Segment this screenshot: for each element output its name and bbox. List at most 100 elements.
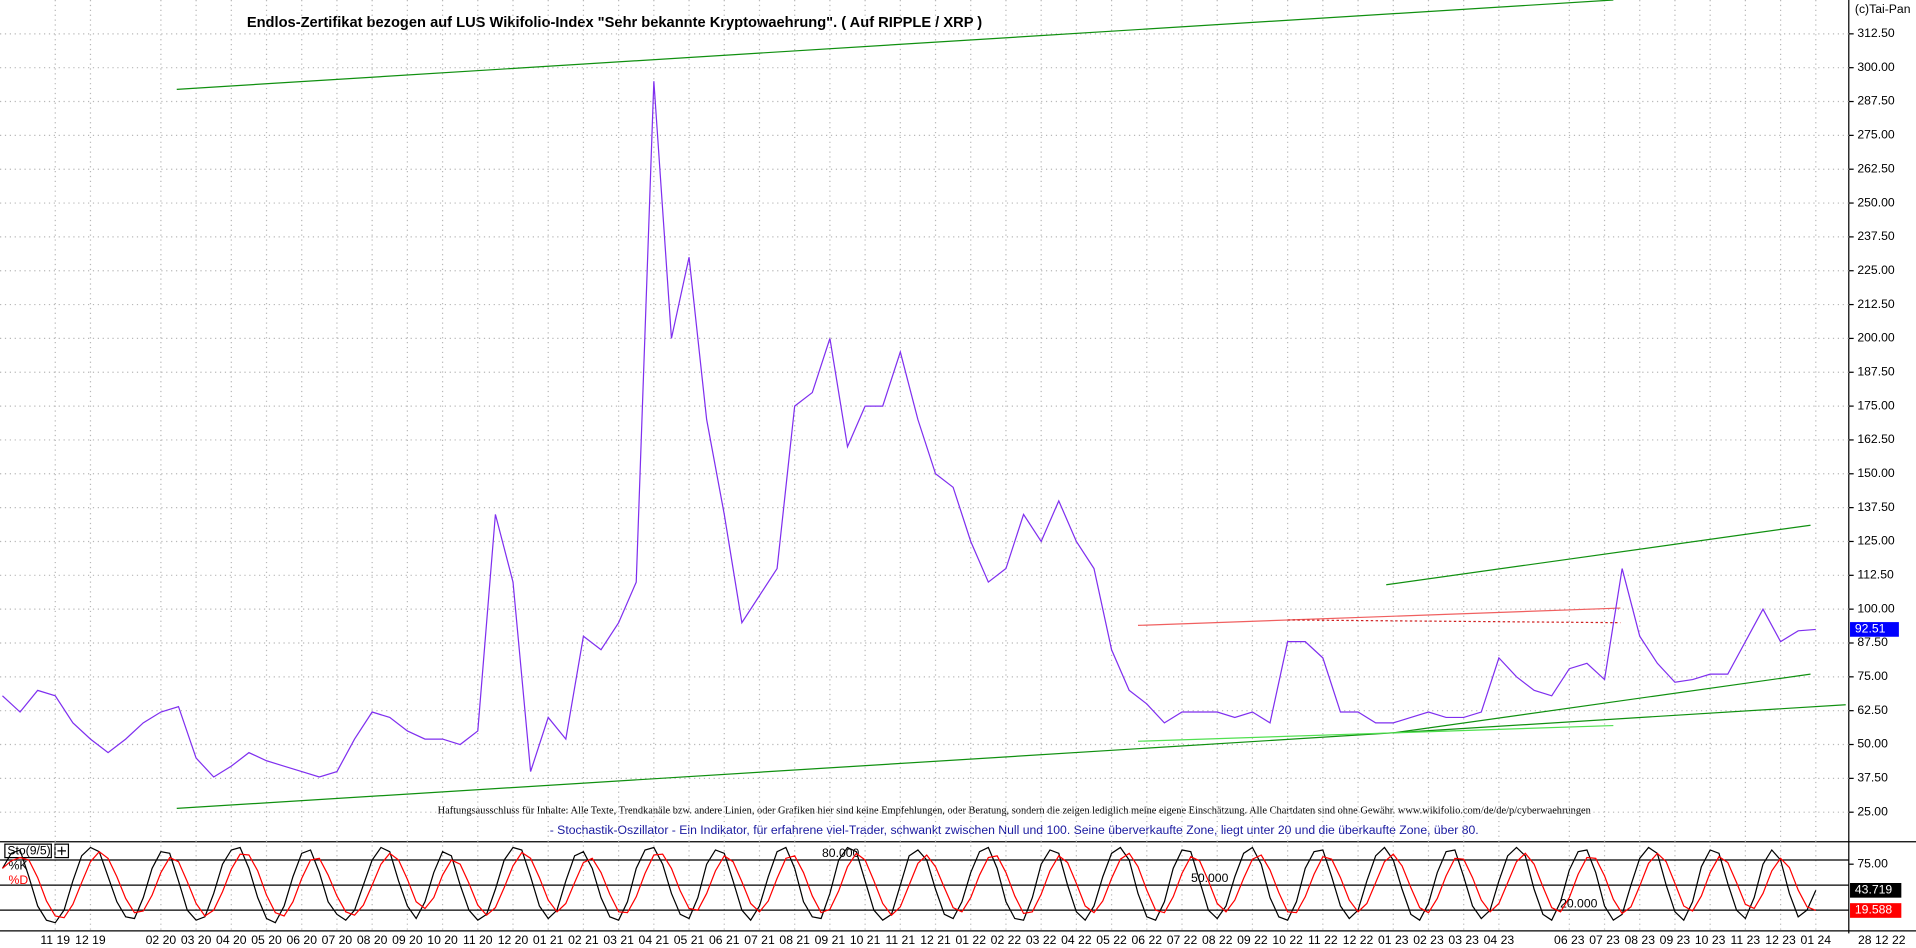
price-line (2, 81, 1816, 778)
y-tick-label: 87.50 (1857, 635, 1888, 649)
x-tick-label: 05 21 (674, 933, 705, 947)
x-tick-label: 09 20 (392, 933, 423, 947)
x-tick-label: 11 21 (885, 933, 915, 947)
x-tick-label: 11 23 (1731, 933, 1761, 947)
y-tick-label: 187.50 (1857, 364, 1895, 378)
last-value-label: 43.719 (1855, 883, 1893, 897)
x-tick-label: 03 20 (181, 933, 212, 947)
x-tick-label: 12 22 (1343, 933, 1374, 947)
x-tick-label: 06 20 (286, 933, 317, 947)
x-tick-label: 07 20 (322, 933, 353, 947)
x-tick-label: 08 20 (357, 933, 388, 947)
indicator-description: - Stochastik-Oszillator - Ein Indikator,… (550, 823, 1479, 837)
oscillator-line (1, 846, 1817, 924)
x-tick-label: 11 22 (1308, 933, 1338, 947)
level-label: 80.000 (822, 846, 860, 860)
x-tick-label: 09 23 (1660, 933, 1691, 947)
trend-line (1137, 607, 1621, 627)
y-tick-label: 112.50 (1857, 568, 1894, 582)
x-tick-label: 11 20 (463, 933, 493, 947)
y-tick-label: 225.00 (1857, 263, 1895, 277)
y-tick-label: 275.00 (1857, 128, 1895, 142)
x-tick-label: 11 19 (40, 933, 70, 947)
trend-line (1393, 673, 1811, 734)
x-tick-label: 08 22 (1202, 933, 1233, 947)
x-tick-label: 01 21 (533, 933, 564, 947)
x-tick-label: 04 22 (1061, 933, 1092, 947)
y-tick-label: 200.00 (1857, 331, 1895, 345)
x-tick-label: 09 22 (1237, 933, 1268, 947)
trend-line (176, 0, 1614, 90)
x-tick-label: 01 22 (955, 933, 986, 947)
y-tick-label: 50.00 (1857, 737, 1888, 751)
x-tick-label: 08 21 (779, 933, 810, 947)
y-tick-label: 237.50 (1857, 229, 1895, 243)
last-value-box (1850, 883, 1902, 898)
y-tick-label: 250.00 (1857, 195, 1895, 209)
y-tick-label: 150.00 (1857, 466, 1895, 480)
x-tick-label: 06 21 (709, 933, 740, 947)
copyright: (c)Tai-Pan (1855, 2, 1911, 16)
x-tick-label: 05 20 (251, 933, 282, 947)
x-tick-label: 01 24 (1801, 933, 1832, 947)
x-tick-label: 07 23 (1589, 933, 1620, 947)
trend-line (1287, 619, 1621, 624)
x-tick-label: 12 23 (1765, 933, 1796, 947)
x-tick-label: 02 23 (1413, 933, 1444, 947)
x-tick-label: 03 22 (1026, 933, 1057, 947)
x-tick-label: 09 21 (815, 933, 846, 947)
last-value-box (1850, 622, 1899, 637)
x-tick-label: 02 20 (146, 933, 177, 947)
indicator-label: Sto(9/5) (7, 844, 50, 858)
y-tick-label: 75.00 (1857, 669, 1888, 683)
x-tick-label: 04 20 (216, 933, 247, 947)
trend-line (1137, 724, 1614, 742)
x-end-label: 28 12 22 (1858, 933, 1906, 947)
x-tick-label: 07 21 (744, 933, 775, 947)
level-label: 20.000 (1560, 896, 1598, 910)
x-tick-label: 08 23 (1624, 933, 1655, 947)
legend-d: %D (9, 873, 29, 887)
x-tick-label: 03 21 (603, 933, 634, 947)
y-tick-label: 300.00 (1857, 60, 1895, 74)
add-icon (57, 846, 66, 856)
y-tick-label: 175.00 (1857, 398, 1895, 412)
x-tick-label: 04 21 (639, 933, 670, 947)
disclaimer: Haftungsausschluss für Inhalte: Alle Tex… (438, 806, 1592, 817)
y-tick-label: 287.50 (1857, 94, 1895, 108)
y-tick-label: 212.50 (1857, 297, 1895, 311)
y-tick-label: 162.50 (1857, 432, 1895, 446)
trend-line (1386, 524, 1811, 586)
last-value-label: 19.588 (1855, 903, 1893, 917)
y-tick-label: 262.50 (1857, 161, 1895, 175)
x-tick-label: 06 22 (1132, 933, 1163, 947)
y-tick-label: 75.00 (1857, 856, 1888, 870)
x-tick-label: 12 21 (920, 933, 951, 947)
x-tick-label: 04 23 (1484, 933, 1515, 947)
x-tick-label: 01 23 (1378, 933, 1409, 947)
y-tick-label: 37.50 (1857, 771, 1888, 785)
indicator-label-box (4, 843, 52, 859)
x-tick-label: 10 21 (850, 933, 881, 947)
y-tick-label: 125.00 (1857, 534, 1895, 548)
x-tick-label: 10 20 (427, 933, 458, 947)
x-tick-label: 05 22 (1096, 933, 1127, 947)
last-value-box (1850, 903, 1902, 918)
y-tick-label: 137.50 (1857, 500, 1895, 514)
legend-k: %K (9, 858, 28, 872)
x-tick-label: 02 22 (991, 933, 1022, 947)
x-tick-label: 07 22 (1167, 933, 1198, 947)
y-tick-label: 312.50 (1857, 26, 1895, 40)
x-tick-label: 10 23 (1695, 933, 1726, 947)
x-tick-label: 12 19 (75, 933, 106, 947)
x-tick-label: 12 20 (498, 933, 529, 947)
y-tick-label: 25.00 (1857, 804, 1888, 818)
oscillator-line (2, 850, 1817, 919)
x-tick-label: 03 23 (1448, 933, 1479, 947)
x-tick-label: 06 23 (1554, 933, 1585, 947)
x-tick-label: 10 22 (1272, 933, 1303, 947)
trend-line (176, 704, 1846, 810)
chart-title: Endlos-Zertifikat bezogen auf LUS Wikifo… (247, 15, 982, 31)
x-tick-label: 02 21 (568, 933, 599, 947)
